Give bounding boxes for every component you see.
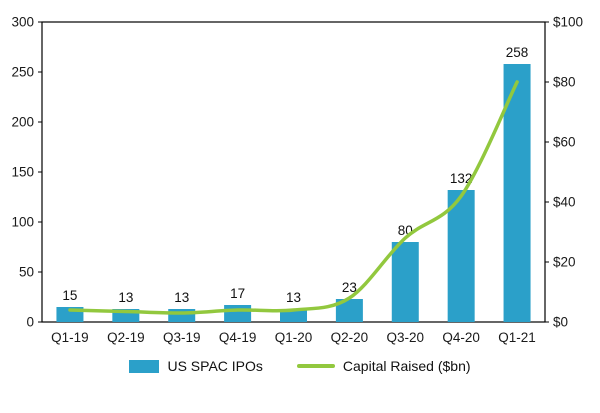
x-axis-category-label: Q4-19 [219, 330, 257, 345]
right-axis-tick-label: $40 [553, 195, 576, 210]
left-axis-tick-label: 50 [19, 265, 34, 280]
left-axis-tick-label: 200 [11, 115, 34, 130]
left-axis-tick-label: 100 [11, 215, 34, 230]
bar-Q4-20 [447, 190, 475, 322]
bar-series-label: US SPAC IPOs [167, 358, 263, 374]
bar-value-label: 132 [450, 171, 473, 186]
x-axis-category-label: Q1-19 [51, 330, 89, 345]
bar-Q3-19 [168, 309, 196, 322]
left-axis-tick-label: 300 [11, 15, 34, 30]
right-axis-tick-label: $100 [553, 15, 583, 30]
x-axis-category-label: Q1-20 [275, 330, 313, 345]
bar-value-label: 13 [174, 290, 189, 305]
legend-item-bar-series: US SPAC IPOs [129, 358, 263, 374]
x-axis-category-label: Q3-19 [163, 330, 201, 345]
bar-value-label: 13 [118, 290, 133, 305]
x-axis-category-label: Q3-20 [387, 330, 425, 345]
bar-Q3-20 [391, 242, 419, 322]
bar-series-swatch [129, 359, 160, 373]
bar-Q2-20 [335, 299, 363, 322]
right-axis-tick-label: $80 [553, 75, 576, 90]
bar-value-label: 15 [62, 288, 77, 303]
bar-value-label: 17 [230, 286, 245, 301]
chart-canvas: 0 50 100 150 200 250 300 $0 $20 $40 $60 $80 $100 Q1-1… [11, 15, 583, 346]
right-axis-tick-label: $20 [553, 255, 576, 270]
line-series-swatch [296, 364, 335, 368]
line-series-label: Capital Raised ($bn) [342, 358, 471, 374]
x-axis-category-label: Q2-19 [107, 330, 145, 345]
capital-raised-line [68, 80, 519, 315]
bar-value-label: 13 [286, 290, 301, 305]
bar-value-label: 23 [342, 280, 357, 295]
bar-Q4-19 [224, 305, 252, 322]
x-axis-category-label: Q2-20 [331, 330, 369, 345]
left-axis-tick-label: 150 [11, 165, 34, 180]
bar-Q1-21 [503, 64, 531, 322]
right-axis-tick-label: $60 [553, 135, 576, 150]
bar-value-label: 258 [506, 45, 529, 60]
bar-Q1-20 [280, 309, 307, 322]
left-axis-tick-label: 250 [11, 65, 34, 80]
x-axis-category-label: Q1-21 [498, 330, 536, 345]
right-axis-tick-label: $0 [553, 315, 568, 330]
left-axis-tick-label: 0 [26, 315, 34, 330]
chart-legend: US SPAC IPOs Capital Raised ($bn) [0, 358, 600, 374]
legend-item-line-series: Capital Raised ($bn) [296, 358, 471, 374]
x-axis-category-label: Q4-20 [442, 330, 480, 345]
